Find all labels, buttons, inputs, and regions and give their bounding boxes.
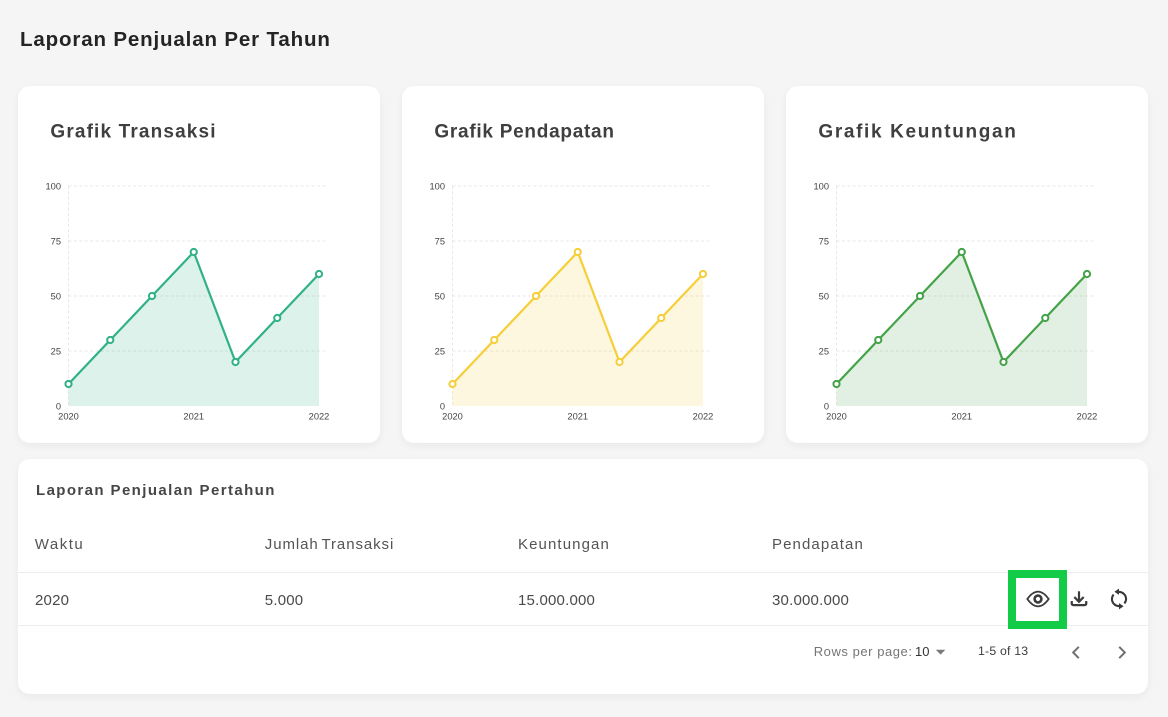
- svg-text:0: 0: [824, 401, 829, 411]
- svg-text:75: 75: [51, 236, 61, 246]
- svg-text:0: 0: [440, 401, 445, 411]
- svg-text:25: 25: [819, 346, 829, 356]
- svg-text:75: 75: [819, 236, 829, 246]
- svg-text:75: 75: [435, 236, 445, 246]
- svg-text:2022: 2022: [693, 411, 714, 421]
- svg-text:50: 50: [819, 291, 829, 301]
- svg-text:2020: 2020: [58, 411, 79, 421]
- svg-text:25: 25: [51, 346, 61, 356]
- svg-text:2021: 2021: [567, 411, 588, 421]
- svg-text:2022: 2022: [1077, 411, 1098, 421]
- svg-text:2020: 2020: [826, 411, 847, 421]
- svg-text:2021: 2021: [183, 411, 204, 421]
- svg-text:25: 25: [435, 346, 445, 356]
- svg-text:100: 100: [813, 181, 829, 191]
- svg-text:2022: 2022: [309, 411, 330, 421]
- svg-text:2020: 2020: [442, 411, 463, 421]
- svg-text:100: 100: [429, 181, 445, 191]
- svg-text:2021: 2021: [951, 411, 972, 421]
- svg-text:Grafik Keuntungan: Grafik Keuntungan: [818, 122, 1017, 143]
- svg-text:100: 100: [45, 181, 61, 191]
- svg-text:Grafik Pendapatan: Grafik Pendapatan: [434, 122, 614, 143]
- svg-text:50: 50: [51, 291, 61, 301]
- svg-text:Grafik Transaksi: Grafik Transaksi: [50, 122, 216, 143]
- svg-text:0: 0: [56, 401, 61, 411]
- svg-text:50: 50: [435, 291, 445, 301]
